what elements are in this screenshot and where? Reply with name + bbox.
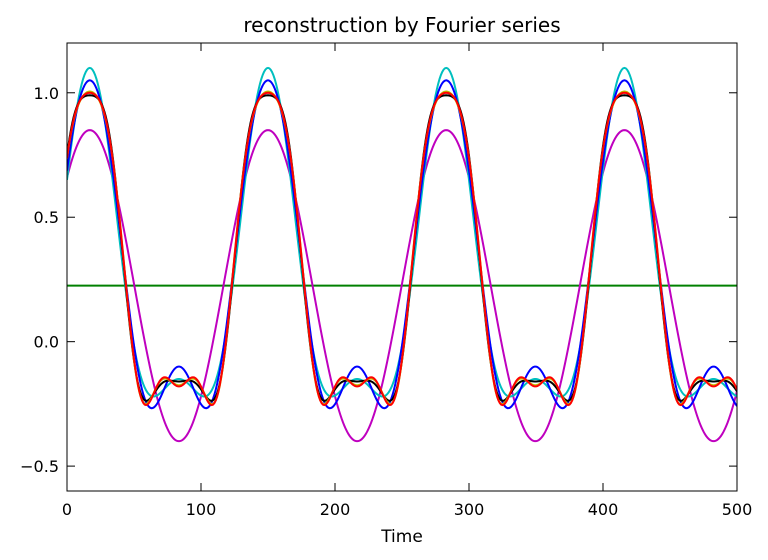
y-tick-label: 0.0: [34, 333, 59, 352]
y-tick-label: −0.5: [20, 457, 59, 476]
y-axis: −0.5 0.0 0.5 1.0: [20, 84, 737, 476]
x-tick-label: 500: [722, 500, 753, 519]
plot-frame: [66, 42, 738, 492]
chart-title: reconstruction by Fourier series: [243, 13, 560, 37]
series-line-4: [67, 79, 737, 410]
x-tick-label: 300: [454, 500, 485, 519]
x-axis-label: Time: [380, 527, 423, 547]
y-tick-label: 0.5: [34, 208, 59, 227]
x-tick-label: 100: [186, 500, 217, 519]
series-line-7: [67, 91, 737, 407]
y-tick-label: 1.0: [34, 84, 59, 103]
x-tick-label: 0: [62, 500, 72, 519]
x-axis: 0 100 200 300 400 500: [62, 43, 752, 519]
x-tick-label: 400: [588, 500, 619, 519]
x-tick-label: 200: [320, 500, 351, 519]
series-line-2: [67, 129, 737, 443]
